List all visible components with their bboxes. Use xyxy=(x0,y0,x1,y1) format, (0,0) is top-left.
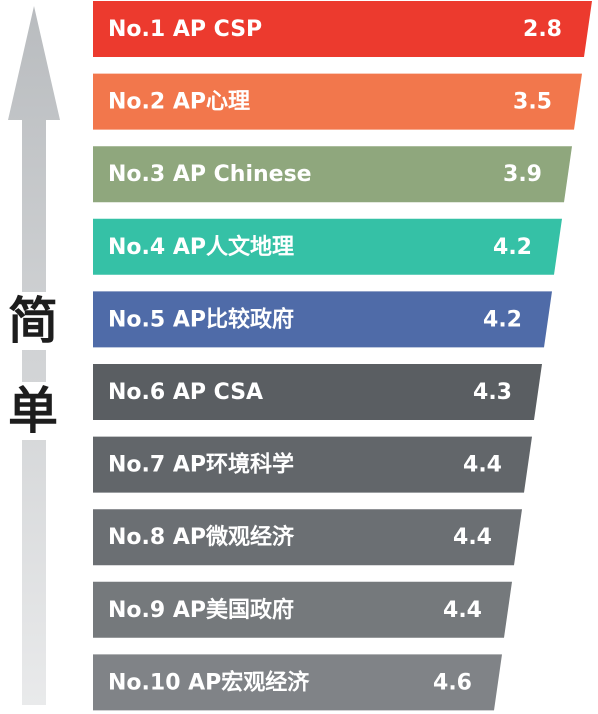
bar-label-8: No.8 AP微观经济 xyxy=(108,524,295,550)
side-label-char-1: 简 xyxy=(4,292,62,350)
bar-value-10: 4.6 xyxy=(433,670,472,695)
bar-label-10: No.10 AP宏观经济 xyxy=(108,669,310,695)
bar-9 xyxy=(93,581,512,638)
bar-5 xyxy=(93,291,552,348)
bar-value-4: 4.2 xyxy=(493,235,532,260)
bar-value-2: 3.5 xyxy=(513,90,552,115)
bar-row-2: No.2 AP心理 3.5 xyxy=(93,73,582,130)
bar-row-6: No.6 AP CSA 4.3 xyxy=(93,364,542,420)
bar-row-3: No.3 AP Chinese 3.9 xyxy=(93,146,572,203)
bar-value-7: 4.4 xyxy=(463,453,502,478)
bar-label-9: No.9 AP美国政府 xyxy=(108,597,294,623)
bar-value-8: 4.4 xyxy=(453,525,492,550)
bar-row-10: No.10 AP宏观经济 4.6 xyxy=(93,654,502,711)
bar-value-6: 4.3 xyxy=(473,380,512,405)
bar-8 xyxy=(93,509,522,566)
bar-row-1: No.1 AP CSP 2.8 xyxy=(93,1,592,57)
bar-label-4: No.4 AP人文地理 xyxy=(108,234,294,260)
bar-row-8: No.8 AP微观经济 4.4 xyxy=(93,509,522,566)
difficulty-arrow xyxy=(8,6,60,705)
bar-label-5: No.5 AP比较政府 xyxy=(108,306,294,332)
bar-row-9: No.9 AP美国政府 4.4 xyxy=(93,581,512,638)
bar-label-7: No.7 AP环境科学 xyxy=(108,452,294,478)
bar-6 xyxy=(93,364,542,420)
bar-label-3: No.3 AP Chinese xyxy=(108,162,312,187)
bar-7 xyxy=(93,436,532,493)
bar-row-7: No.7 AP环境科学 4.4 xyxy=(93,436,532,493)
bar-value-5: 4.2 xyxy=(483,307,522,332)
bar-value-9: 4.4 xyxy=(443,598,482,623)
bar-4 xyxy=(93,218,562,275)
bar-1 xyxy=(93,1,592,57)
bar-label-1: No.1 AP CSP xyxy=(108,17,262,42)
bar-label-6: No.6 AP CSA xyxy=(108,380,263,405)
bar-3 xyxy=(93,146,572,203)
bar-row-4: No.4 AP人文地理 4.2 xyxy=(93,218,562,275)
bar-label-2: No.2 AP心理 xyxy=(108,90,250,115)
bar-10 xyxy=(93,654,502,711)
bar-row-5: No.5 AP比较政府 4.2 xyxy=(93,291,552,348)
side-label-char-2: 单 xyxy=(4,382,62,440)
bar-value-3: 3.9 xyxy=(503,162,542,187)
bar-2 xyxy=(93,73,582,130)
bar-value-1: 2.8 xyxy=(523,17,562,42)
